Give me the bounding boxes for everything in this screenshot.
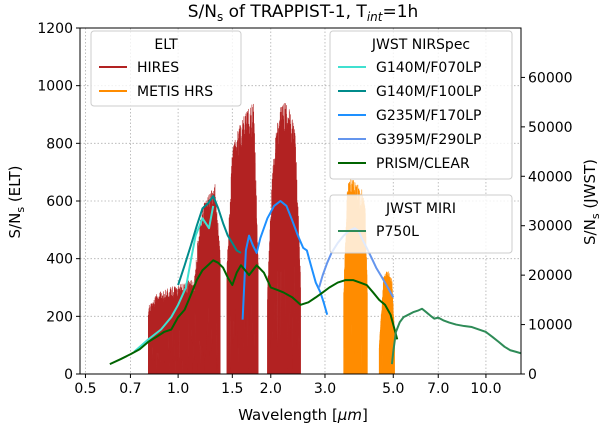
legend-elt: ELT HIRES METIS HRS bbox=[90, 30, 242, 107]
legend-entry-label: G140M/F070LP bbox=[376, 60, 481, 76]
x-tick-label: 0.7 bbox=[119, 381, 141, 397]
series-p750l-line bbox=[390, 307, 521, 365]
y-left-tick-label: 0 bbox=[64, 367, 73, 383]
y-left-tick-label: 1000 bbox=[37, 79, 73, 95]
x-tick-label: 3.0 bbox=[314, 381, 336, 397]
x-tick-label: 7.0 bbox=[427, 381, 449, 397]
legend-entry-label: P750L bbox=[376, 224, 419, 240]
y-right-tick-label: 60000 bbox=[528, 70, 573, 86]
legend-layer: ELT HIRES METIS HRS JWST NIRSpec G140M/F070L… bbox=[90, 30, 513, 254]
series-hires-band-2 bbox=[226, 103, 259, 374]
y-left-tick-label: 800 bbox=[46, 136, 73, 152]
chart-title: S/Ns of TRAPPIST-1, Tint=1h bbox=[188, 2, 419, 24]
legend-title: ELT bbox=[154, 37, 178, 53]
y-left-tick-label: 400 bbox=[46, 252, 73, 268]
legend-entry-label: G395M/F290LP bbox=[376, 132, 481, 148]
y-left-tick-label: 600 bbox=[46, 194, 73, 210]
x-tick-label: 2.0 bbox=[260, 381, 282, 397]
x-axis-label: Wavelength [μm] bbox=[238, 406, 368, 424]
y-right-tick-label: 20000 bbox=[528, 268, 573, 284]
legend-title: JWST MIRI bbox=[385, 201, 456, 217]
x-tick-label: 1.5 bbox=[221, 381, 243, 397]
series-prism-clear-line bbox=[109, 259, 399, 366]
series-hires-band-3 bbox=[267, 102, 301, 374]
series-g140m-f100lp-line bbox=[177, 195, 242, 286]
y-right-tick-label: 30000 bbox=[528, 219, 573, 235]
legend-title: JWST NIRSpec bbox=[371, 37, 470, 53]
legend-entry-label: METIS HRS bbox=[137, 84, 213, 100]
y-right-tick-label: 50000 bbox=[528, 120, 573, 136]
y-right-tick-label: 10000 bbox=[528, 318, 573, 334]
series-g235m-f170lp-line bbox=[241, 200, 329, 320]
x-tick-label: 0.5 bbox=[74, 381, 96, 397]
legend-entry-label: PRISM/CLEAR bbox=[376, 156, 470, 172]
x-tick-label: 5.0 bbox=[382, 381, 404, 397]
legend-box bbox=[90, 30, 242, 107]
y-axis-label-right: S/Ns (JWST) bbox=[581, 159, 602, 245]
y-right-tick-label: 0 bbox=[528, 367, 537, 383]
legend-box bbox=[329, 194, 513, 254]
y-left-tick-label: 200 bbox=[46, 309, 73, 325]
legend-jwst-miri: JWST MIRI P750L bbox=[329, 194, 513, 254]
y-right-tick-label: 40000 bbox=[528, 169, 573, 185]
series-metis-hrs-band-1 bbox=[378, 271, 395, 374]
x-tick-label: 1.0 bbox=[167, 381, 189, 397]
legend-box bbox=[329, 30, 513, 180]
y-left-tick-label: 1200 bbox=[37, 21, 73, 37]
y-axis-label-left: S/Ns (ELT) bbox=[6, 166, 27, 239]
series-hires-band-0 bbox=[147, 280, 194, 374]
axes-layer: 0.5 0.7 1.0 1.5 2.0 3.0 5.0 7.0 10.0 0 200 400 600 80… bbox=[37, 21, 572, 397]
series-g140m-f070lp-line bbox=[133, 205, 215, 353]
legend-entry-label: G140M/F100LP bbox=[376, 84, 481, 100]
legend-jwst-nirspec: JWST NIRSpec G140M/F070LP G140M/F100LP G235… bbox=[329, 30, 513, 180]
legend-entry-label: G235M/F170LP bbox=[376, 108, 481, 124]
legend-entry-label: HIRES bbox=[137, 60, 179, 76]
x-tick-label: 10.0 bbox=[470, 381, 501, 397]
